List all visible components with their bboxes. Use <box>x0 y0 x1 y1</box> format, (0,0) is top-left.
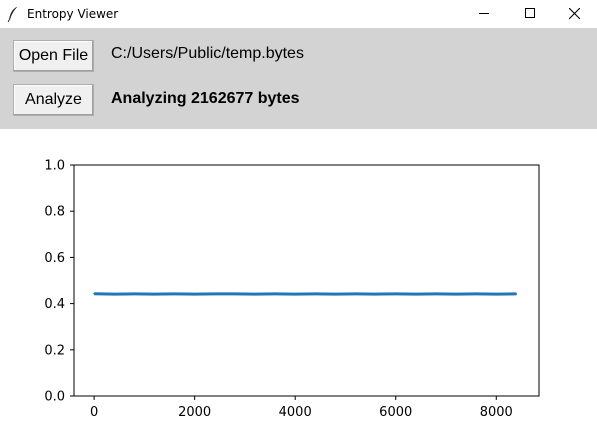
minimize-button[interactable] <box>461 0 507 28</box>
data-point <box>495 293 498 295</box>
close-button[interactable] <box>551 0 597 28</box>
feather-icon <box>7 6 19 23</box>
entropy-plot: 0.0 0.2 0.4 0.6 0.8 1.0 0 2000 4000 6000 8000 <box>0 129 597 427</box>
data-point <box>475 293 477 295</box>
data-point <box>274 293 276 295</box>
y-tick-label: 0.6 <box>44 251 65 266</box>
maximize-button[interactable] <box>507 0 553 28</box>
x-tick-label: 4000 <box>279 405 312 420</box>
data-point <box>354 293 357 295</box>
x-tick-label: 2000 <box>178 405 211 420</box>
data-point <box>113 293 116 295</box>
data-point <box>314 293 317 295</box>
maximize-icon <box>525 8 535 18</box>
control-panel: Open File C:/Users/Public/temp.bytes Ana… <box>0 28 597 129</box>
file-path-label: C:/Users/Public/temp.bytes <box>111 45 304 62</box>
close-icon <box>569 8 580 20</box>
data-point <box>374 293 377 295</box>
data-point <box>394 293 397 295</box>
plot-frame <box>73 164 540 397</box>
entropy-chart: 0.0 0.2 0.4 0.6 0.8 1.0 0 2000 4000 6000 8000 <box>44 159 540 420</box>
data-point <box>455 293 457 295</box>
y-tick-label: 1.0 <box>44 159 65 174</box>
x-tick-label: 0 <box>90 405 98 420</box>
data-point <box>415 293 417 295</box>
x-tick-label: 8000 <box>480 405 513 420</box>
data-point <box>435 293 437 295</box>
data-point <box>213 293 216 295</box>
data-point <box>93 292 95 295</box>
y-tick-label: 0.0 <box>44 390 65 405</box>
data-point <box>515 293 518 295</box>
analyze-button[interactable]: Analyze <box>13 84 94 116</box>
status-label: Analyzing 2162677 bytes <box>111 90 300 107</box>
data-point <box>133 293 136 295</box>
y-tick-label: 0.4 <box>44 297 65 312</box>
window-title: Entropy Viewer <box>27 7 119 21</box>
y-tick-label: 0.8 <box>44 205 65 220</box>
data-point <box>173 293 176 295</box>
title-bar: Entropy Viewer <box>0 0 597 28</box>
data-point <box>234 293 236 295</box>
data-point <box>153 293 156 295</box>
x-tick-label: 6000 <box>379 405 412 420</box>
data-point <box>254 293 256 295</box>
minimize-icon <box>479 13 489 14</box>
data-point <box>193 293 196 295</box>
y-tick-label: 0.2 <box>44 343 65 358</box>
data-point <box>334 293 337 295</box>
open-file-button[interactable]: Open File <box>13 40 94 72</box>
data-point <box>294 293 296 295</box>
